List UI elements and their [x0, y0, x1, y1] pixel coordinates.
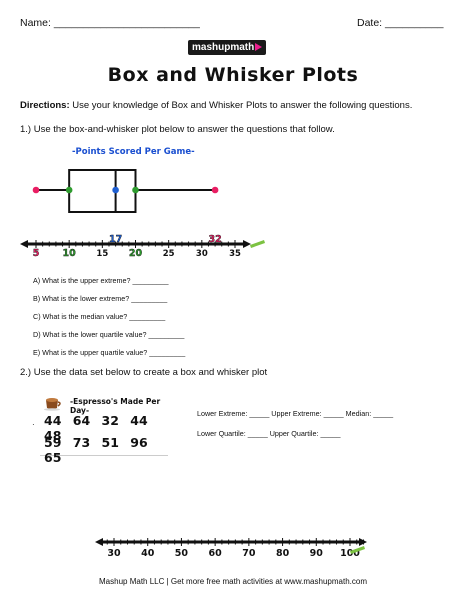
box-plot-chart: 15 25 30 35 5 10 17 20 32: [20, 169, 265, 259]
directions-label: Directions:: [20, 100, 70, 111]
box: [68, 169, 137, 213]
logo-text: mashupmath: [192, 42, 255, 53]
data-row-2: 59 73 51 96 65: [44, 435, 148, 465]
empty-number-line: 30 40 50 60 70 80 90 100: [95, 538, 367, 559]
directions: Directions: Use your knowledge of Box an…: [20, 100, 412, 111]
max-point: [211, 186, 219, 194]
tick-label-25: 25: [163, 249, 175, 259]
mashupmath-logo: mashupmath: [188, 40, 266, 55]
axis-2-label-30: 30: [107, 548, 121, 559]
arrow-right-icon: [255, 43, 262, 51]
question-2-prompt: 2.) Use the data set below to create a b…: [20, 367, 268, 378]
q3-point: [132, 186, 139, 194]
answer-fields-line-1: Lower Extreme: _____ Upper Extreme: ____…: [197, 409, 394, 418]
question-1d: D) What is the lower quartile value? ___…: [33, 330, 185, 339]
pencil-icon: [250, 240, 265, 248]
tick-label-10: 10: [63, 248, 77, 259]
axis-2-label-70: 70: [242, 548, 256, 559]
pencil-icon: [350, 546, 365, 554]
tick-label-15: 15: [96, 249, 108, 259]
espresso-data-title: -Espresso's Made Per Day-: [70, 397, 161, 415]
axis-2-label-50: 50: [175, 548, 189, 559]
axis-2-label-90: 90: [310, 548, 324, 559]
axis-2-label-60: 60: [209, 548, 223, 559]
min-point: [32, 186, 40, 194]
axis-2-label-40: 40: [141, 548, 155, 559]
tick-label-35: 35: [229, 249, 241, 259]
question-1e: E) What is the upper quartile value? ___…: [33, 348, 186, 357]
q1-point: [65, 186, 73, 194]
answer-fields-line-2: Lower Quartile: _____ Upper Quartile: __…: [197, 429, 341, 438]
question-1c: C) What is the median value? _________: [33, 312, 166, 321]
bullet-dot: ·: [32, 420, 35, 429]
question-1-prompt: 1.) Use the box-and-whisker plot below t…: [20, 124, 335, 135]
tick-label-20: 20: [129, 248, 143, 259]
tick-label-5: 5: [33, 248, 40, 259]
chart-title: -Points Scored Per Game-: [72, 147, 195, 157]
axis-right-arrow: [243, 240, 251, 248]
pencil-body: [250, 240, 265, 248]
axis-2-label-100: 100: [340, 548, 360, 559]
axis-left-arrow: [20, 240, 28, 248]
question-1b: B) What is the lower extreme? _________: [33, 294, 168, 303]
name-field-label: Name: _________________________: [20, 17, 200, 29]
footer-text: Mashup Math LLC | Get more free math act…: [99, 577, 367, 586]
tick-label-32: 32: [208, 234, 221, 245]
data-row-1: 44 64 32 44 48: [44, 413, 148, 443]
directions-text: Use your knowledge of Box and Whisker Pl…: [69, 100, 413, 111]
axis-2-label-80: 80: [276, 548, 290, 559]
question-1a: A) What is the upper extreme? _________: [33, 276, 169, 285]
tick-label-17: 17: [109, 234, 122, 245]
pencil-body: [350, 546, 365, 554]
page-title: Box and Whisker Plots: [107, 64, 359, 86]
espresso-data-box: -Espresso's Made Per Day- · 44 64 32 44 …: [32, 395, 168, 465]
median-point: [112, 186, 119, 194]
coffee-cup-icon: [44, 398, 61, 411]
date-field-label: Date: __________: [357, 17, 444, 29]
tick-label-30: 30: [196, 249, 208, 259]
axis-2-left-arrow: [95, 538, 103, 546]
